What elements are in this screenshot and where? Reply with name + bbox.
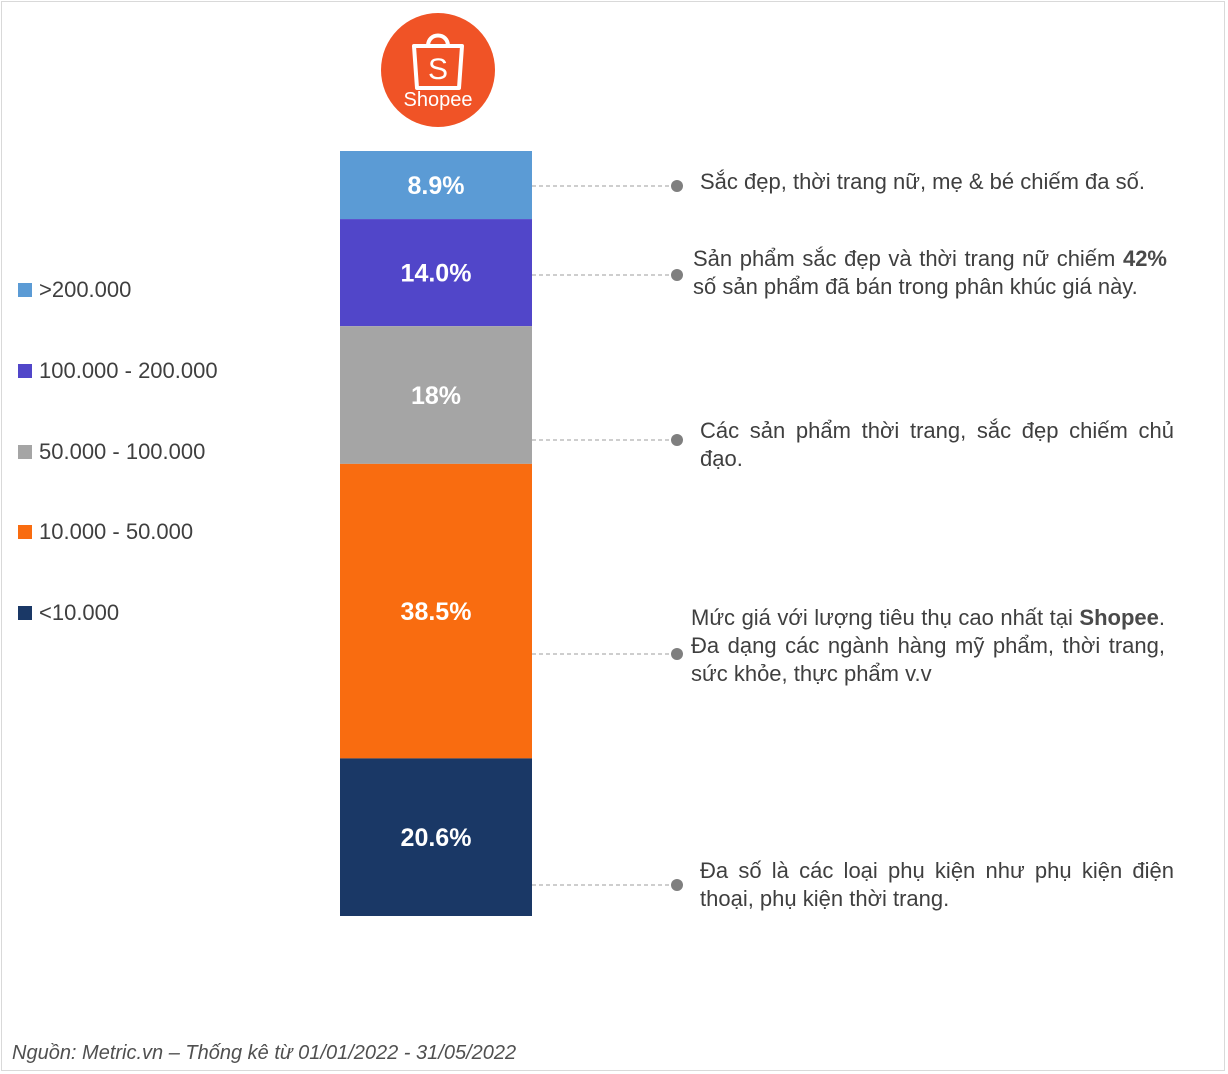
annotation-text: Mức giá với lượng tiêu thụ cao nhất tại [691,605,1080,630]
connector-dot-2 [671,434,683,446]
connector-dot-3 [671,648,683,660]
bar-segment-3 [340,463,532,759]
legend-label: <10.000 [39,600,120,626]
legend-swatch [18,444,32,459]
connector-dot-1 [671,269,683,281]
annotation-text: Các sản phẩm thời trang, sắc đẹp chiếm c… [700,418,1174,471]
shopee-logo-text: Shopee [404,89,473,111]
data-label-2: 18% [411,382,461,410]
annotation-highlight: Shopee [1079,605,1159,630]
annotation-0: Sắc đẹp, thời trang nữ, mẹ & bé chiếm đa… [700,168,1200,196]
legend-label: >200.000 [39,277,132,302]
annotation-text: . Đa dạng các ngành hàng mỹ phẩm, thời t… [691,605,1165,686]
legend-swatch [18,606,32,621]
legend-label: 100.000 - 200.000 [39,357,218,383]
legend-swatch [18,525,32,540]
shopee-logo-circle [381,13,495,127]
legend-label: 50.000 - 100.000 [39,438,206,464]
legend-swatch [18,283,32,297]
shopee-bag-handle-icon [426,33,450,47]
bar-segment-2 [340,326,532,464]
shopee-logo: S Shopee [381,13,495,127]
annotation-2: Các sản phẩm thời trang, sắc đẹp chiếm c… [700,417,1174,473]
bar-segment-0 [340,151,532,220]
annotation-text: Sản phẩm sắc đẹp và thời trang nữ chiếm [693,246,1123,271]
data-label-4: 20.6% [401,824,472,852]
source-note: Nguồn: Metric.vn – Thống kê từ 01/01/202… [12,1042,517,1064]
connector-dot-0 [671,180,683,192]
annotation-4: Đa số là các loại phụ kiện như phụ kiện … [700,857,1174,913]
legend-item-4: <10.000 [18,595,218,631]
annotation-text: Sắc đẹp, thời trang nữ, mẹ & bé chiếm đa… [700,169,1145,194]
legend-swatch [18,363,32,378]
shopee-bag-letter: S [428,53,448,86]
legend-item-2: 50.000 - 100.000 [18,434,218,470]
annotation-3: Mức giá với lượng tiêu thụ cao nhất tại … [691,604,1165,688]
legend: >200.000 100.000 - 200.000 50.000 - 100.00… [18,272,218,676]
bar-segment-1 [340,219,532,327]
legend-item-0: >200.000 [18,272,218,308]
annotation-text: Đa số là các loại phụ kiện như phụ kiện … [700,858,1174,911]
bar-segment-4 [340,758,532,916]
annotation-1: Sản phẩm sắc đẹp và thời trang nữ chiếm … [693,245,1167,301]
annotation-highlight: 42% [1122,246,1167,271]
legend-label: 10.000 - 50.000 [39,519,194,545]
legend-item-3: 10.000 - 50.000 [18,514,218,550]
data-label-3: 38.5% [401,598,472,626]
data-label-0: 8.9% [408,172,465,200]
data-label-1: 14.0% [401,260,472,288]
legend-item-1: 100.000 - 200.000 [18,353,218,389]
connector-dot-4 [671,879,683,891]
annotation-text: số sản phẩm đã bán trong phân khúc giá n… [693,274,1138,299]
